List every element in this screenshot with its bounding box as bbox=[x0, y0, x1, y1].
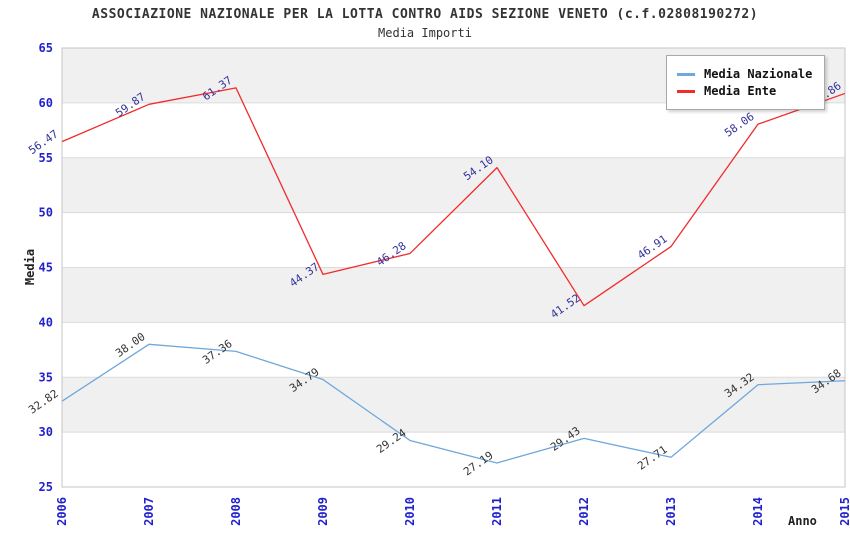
legend-item-media-ente: Media Ente bbox=[677, 84, 812, 98]
series-line-media-nazionale bbox=[61, 343, 846, 464]
x-tick-label: 2012 bbox=[577, 497, 591, 526]
point-label: 46.91 bbox=[635, 232, 670, 262]
chart-subtitle: Media Importi bbox=[378, 26, 472, 40]
y-tick-label: 65 bbox=[39, 41, 53, 55]
y-tick-label: 40 bbox=[39, 315, 53, 329]
plot-band bbox=[62, 267, 845, 323]
x-tick-label: 2015 bbox=[838, 497, 850, 526]
chart-title: ASSOCIAZIONE NAZIONALE PER LA LOTTA CONT… bbox=[91, 7, 759, 22]
y-tick-label: 45 bbox=[39, 261, 53, 275]
x-axis-title: Anno bbox=[788, 514, 817, 528]
y-tick-label: 60 bbox=[39, 96, 53, 110]
plot-border bbox=[61, 47, 846, 488]
x-tick-label: 2009 bbox=[316, 497, 330, 526]
point-label: 27.71 bbox=[635, 443, 670, 473]
y-tick-label: 25 bbox=[39, 480, 53, 494]
legend-swatch-blue-line-icon bbox=[677, 72, 695, 76]
y-tick-label: 50 bbox=[39, 206, 53, 220]
legend-swatch-red-line-icon bbox=[677, 89, 695, 93]
x-tick-label: 2007 bbox=[142, 497, 156, 526]
x-tick-label: 2010 bbox=[403, 497, 417, 526]
legend: Media Nazionale Media Ente bbox=[666, 55, 826, 110]
y-tick-label: 55 bbox=[39, 151, 53, 165]
point-label: 32.82 bbox=[26, 387, 61, 417]
point-label: 27.19 bbox=[461, 449, 496, 479]
y-axis-title: Media bbox=[23, 248, 37, 286]
x-tick-label: 2011 bbox=[490, 497, 504, 526]
point-label: 58.06 bbox=[722, 110, 757, 140]
legend-item-media-nazionale: Media Nazionale bbox=[677, 67, 812, 81]
y-tick-label: 30 bbox=[39, 425, 53, 439]
x-tick-label: 2013 bbox=[664, 497, 678, 526]
legend-label: Media Nazionale bbox=[704, 67, 813, 81]
y-tick-label: 35 bbox=[39, 370, 53, 384]
legend-label: Media Ente bbox=[704, 84, 777, 98]
point-label: 38.00 bbox=[113, 330, 148, 360]
plot-band bbox=[62, 377, 845, 433]
x-tick-label: 2014 bbox=[751, 497, 765, 526]
x-tick-label: 2006 bbox=[55, 497, 69, 526]
x-tick-label: 2008 bbox=[229, 497, 243, 526]
point-label: 37.36 bbox=[200, 337, 235, 367]
point-label: 46.28 bbox=[374, 239, 409, 269]
series-line-media-ente bbox=[61, 87, 846, 307]
